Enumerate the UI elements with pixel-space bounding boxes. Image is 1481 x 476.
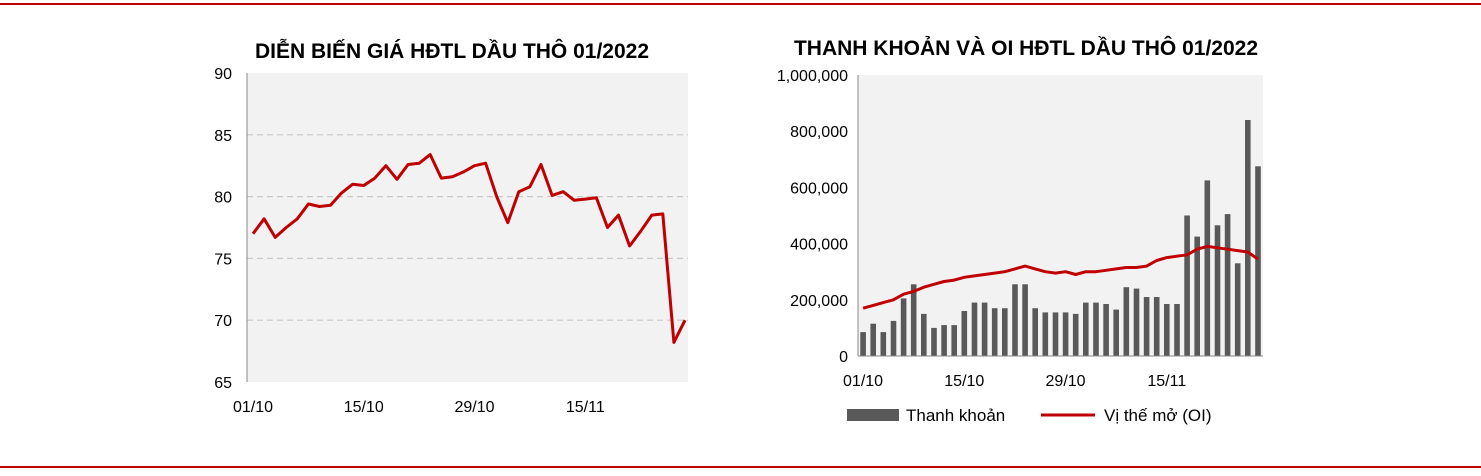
liquidity-bar [1083, 302, 1089, 356]
price-gridlines [247, 134, 688, 321]
price-y-tick-label: 75 [214, 251, 232, 268]
liquidity-bar [1133, 288, 1140, 356]
liquidity-y-tick-label: 1,000,000 [777, 68, 848, 85]
price-y-tick-label: 80 [214, 190, 232, 207]
liquidity-bar [1174, 304, 1180, 356]
liquidity-bar [1224, 214, 1231, 356]
liquidity-plot-area [858, 75, 1263, 356]
liquidity-bar [910, 284, 917, 356]
liquidity-bar [981, 302, 988, 356]
price-x-tick-label: 29/10 [455, 399, 495, 416]
liquidity-chart: THANH KHOẢN VÀ OI HĐTL DẦU THÔ 01/2022 1… [777, 36, 1263, 425]
price-chart: DIỄN BIẾN GIÁ HĐTL DẦU THÔ 01/2022 90 85 8… [214, 39, 688, 416]
price-y-tick-label: 70 [214, 313, 232, 330]
price-series-line [251, 153, 687, 344]
liquidity-bar [1032, 308, 1038, 356]
liquidity-bar [1194, 236, 1200, 356]
liquidity-y-tick-label: 600,000 [790, 180, 848, 197]
liquidity-bar [1012, 284, 1018, 356]
liquidity-y-tick-label: 400,000 [790, 237, 848, 254]
price-y-tick-label: 65 [214, 375, 232, 392]
liquidity-bar [1042, 312, 1049, 356]
liquidity-bar [1093, 302, 1099, 356]
liquidity-y-tick-label: 800,000 [790, 124, 848, 141]
liquidity-bar [1255, 166, 1261, 356]
liquidity-bar [1123, 287, 1130, 356]
price-plot-area [247, 73, 688, 382]
liquidity-bar [890, 320, 897, 356]
liquidity-bar [880, 332, 887, 356]
price-x-tick-label: 01/10 [233, 399, 273, 416]
liquidity-bar [1072, 313, 1079, 356]
price-x-tick-label: 15/11 [566, 399, 605, 416]
liquidity-bar [1153, 297, 1160, 356]
liquidity-bar [951, 325, 957, 356]
legend-label-liquidity: Thanh khoản [906, 406, 1005, 425]
liquidity-bar [1052, 312, 1059, 356]
liquidity-bar [1184, 215, 1190, 356]
price-x-tick-label: 15/10 [344, 399, 384, 416]
liquidity-bar [1062, 312, 1069, 356]
liquidity-y-tick-label: 0 [839, 349, 848, 366]
liquidity-y-tick-label: 200,000 [790, 293, 848, 310]
liquidity-bar [1113, 309, 1119, 356]
liquidity-bar [870, 323, 876, 356]
liquidity-bar [1002, 308, 1008, 356]
liquidity-bars [860, 120, 1261, 356]
liquidity-x-tick-label: 15/11 [1147, 373, 1186, 390]
price-y-tick-label: 90 [214, 66, 232, 83]
liquidity-bar [1103, 304, 1109, 356]
liquidity-x-tick-label: 15/10 [944, 373, 984, 390]
legend-label-oi: Vị thế mở (OI) [1104, 406, 1212, 425]
liquidity-bar [1143, 297, 1150, 356]
liquidity-x-tick-label: 29/10 [1046, 373, 1086, 390]
liquidity-bar [1164, 304, 1170, 356]
liquidity-y-axis: 1,000,000 800,000 600,000 400,000 200,000 0 [777, 68, 848, 366]
liquidity-legend: Thanh khoản Vị thế mở (OI) [847, 406, 1212, 425]
liquidity-chart-title: THANH KHOẢN VÀ OI HĐTL DẦU THÔ 01/2022 [794, 36, 1258, 60]
liquidity-bar [1245, 120, 1251, 356]
liquidity-bar [900, 298, 907, 356]
top-rule [0, 3, 1481, 5]
liquidity-bar [1022, 284, 1028, 356]
price-y-tick-label: 85 [214, 128, 232, 145]
price-y-axis: 90 85 80 75 70 65 [214, 66, 232, 392]
liquidity-bar [1234, 263, 1241, 356]
liquidity-x-tick-label: 01/10 [843, 373, 883, 390]
legend-swatch-liquidity [847, 409, 899, 421]
liquidity-bar [1204, 180, 1211, 356]
oi-series-line [862, 244, 1259, 310]
bottom-rule [0, 466, 1481, 468]
liquidity-bar [971, 302, 978, 356]
liquidity-x-axis: 01/10 15/10 29/10 15/11 [843, 373, 1186, 390]
liquidity-bar [1214, 225, 1221, 356]
liquidity-bar [941, 325, 947, 356]
liquidity-bar [931, 327, 937, 356]
liquidity-bar [991, 308, 998, 356]
price-chart-title: DIỄN BIẾN GIÁ HĐTL DẦU THÔ 01/2022 [255, 39, 649, 63]
liquidity-bar [921, 313, 927, 356]
price-x-axis: 01/10 15/10 29/10 15/11 [233, 399, 605, 416]
liquidity-bar [860, 332, 866, 356]
liquidity-bar [961, 311, 968, 356]
